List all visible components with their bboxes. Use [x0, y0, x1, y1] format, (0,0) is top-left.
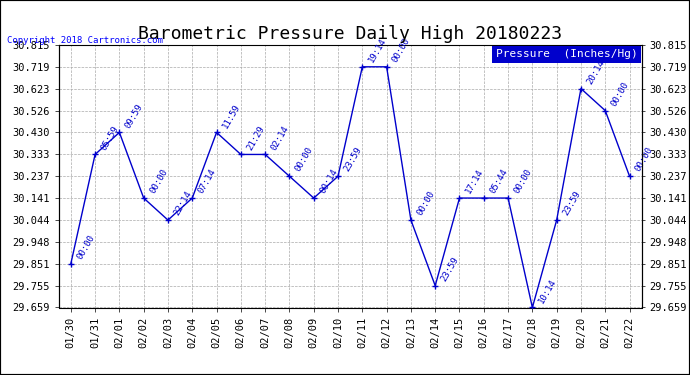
- Text: 23:59: 23:59: [440, 255, 461, 283]
- Title: Barometric Pressure Daily High 20180223: Barometric Pressure Daily High 20180223: [138, 26, 562, 44]
- Text: 11:59: 11:59: [221, 102, 242, 130]
- Text: 00:14: 00:14: [318, 168, 339, 195]
- Text: 05:44: 05:44: [488, 168, 509, 195]
- Text: 00:00: 00:00: [148, 168, 169, 195]
- Text: 00:00: 00:00: [415, 189, 436, 217]
- Text: 23:59: 23:59: [342, 146, 364, 174]
- Text: 02:14: 02:14: [269, 124, 290, 152]
- Text: Pressure  (Inches/Hg): Pressure (Inches/Hg): [496, 49, 638, 59]
- Text: 19:14: 19:14: [366, 36, 388, 64]
- Text: 00:00: 00:00: [391, 36, 412, 64]
- Text: 20:14: 20:14: [585, 58, 607, 86]
- Text: 00:00: 00:00: [512, 168, 533, 195]
- Text: 21:29: 21:29: [245, 124, 266, 152]
- Text: 09:59: 09:59: [124, 102, 145, 130]
- Text: 00:00: 00:00: [294, 146, 315, 174]
- Text: 00:00: 00:00: [609, 80, 631, 108]
- Text: 00:00: 00:00: [633, 146, 655, 174]
- Text: 00:00: 00:00: [75, 233, 96, 261]
- Text: 10:14: 10:14: [537, 277, 558, 305]
- Text: 07:14: 07:14: [197, 168, 217, 195]
- Text: 05:59: 05:59: [99, 124, 121, 152]
- Text: 22:14: 22:14: [172, 189, 193, 217]
- Text: Copyright 2018 Cartronics.com: Copyright 2018 Cartronics.com: [7, 36, 163, 45]
- Text: 17:14: 17:14: [464, 168, 485, 195]
- Text: 23:59: 23:59: [561, 189, 582, 217]
